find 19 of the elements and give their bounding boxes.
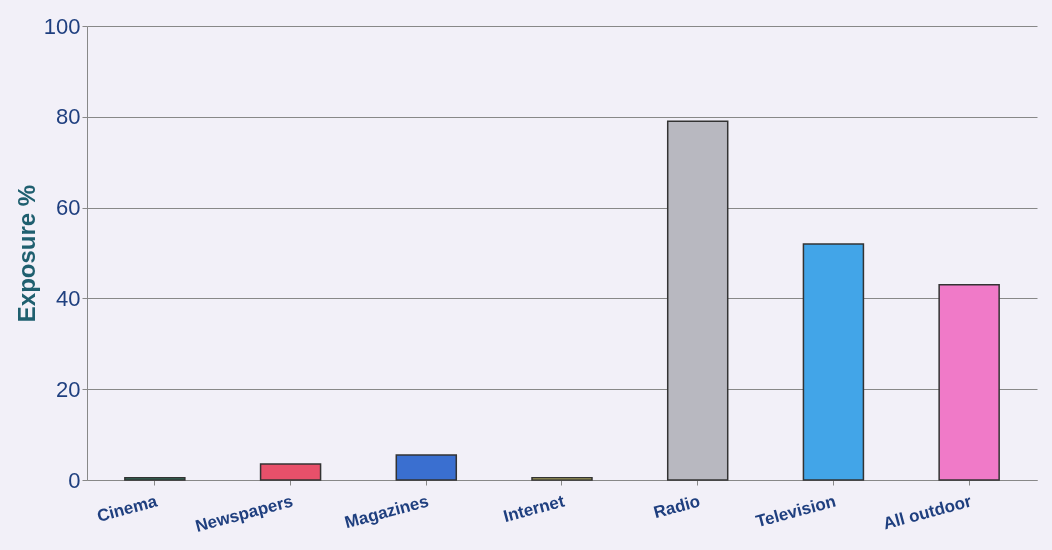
x-tick-label: Television bbox=[753, 491, 838, 532]
y-tick-label: 60 bbox=[56, 195, 81, 221]
y-axis-title: Exposure % bbox=[12, 184, 40, 323]
y-tick-label: 20 bbox=[56, 376, 81, 402]
bar bbox=[124, 476, 186, 481]
x-tick-label: Cinema bbox=[95, 491, 160, 526]
bar bbox=[938, 284, 1000, 481]
bar bbox=[802, 243, 865, 481]
x-tick-label: All outdoor bbox=[881, 491, 974, 534]
y-tick-label: 80 bbox=[56, 104, 81, 130]
bar bbox=[666, 120, 729, 481]
x-tick-label: Radio bbox=[651, 491, 703, 523]
bar bbox=[395, 454, 458, 481]
bar bbox=[531, 476, 593, 481]
y-tick-label: 100 bbox=[43, 13, 81, 39]
x-tick-label: Internet bbox=[501, 491, 567, 527]
y-tick-label: 40 bbox=[56, 285, 81, 311]
y-tick-label: 0 bbox=[68, 467, 81, 493]
bar bbox=[259, 463, 322, 481]
